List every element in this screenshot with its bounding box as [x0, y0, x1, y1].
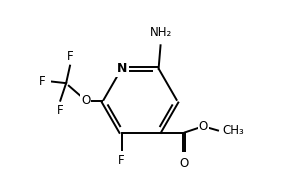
Text: F: F: [67, 50, 73, 63]
Text: CH₃: CH₃: [223, 124, 245, 137]
Text: N: N: [116, 62, 127, 75]
Text: F: F: [118, 154, 125, 167]
Text: NH₂: NH₂: [149, 27, 172, 40]
Text: O: O: [179, 157, 189, 170]
Text: F: F: [57, 104, 64, 117]
Text: O: O: [199, 120, 208, 133]
Text: F: F: [39, 75, 46, 88]
Text: O: O: [81, 94, 90, 107]
